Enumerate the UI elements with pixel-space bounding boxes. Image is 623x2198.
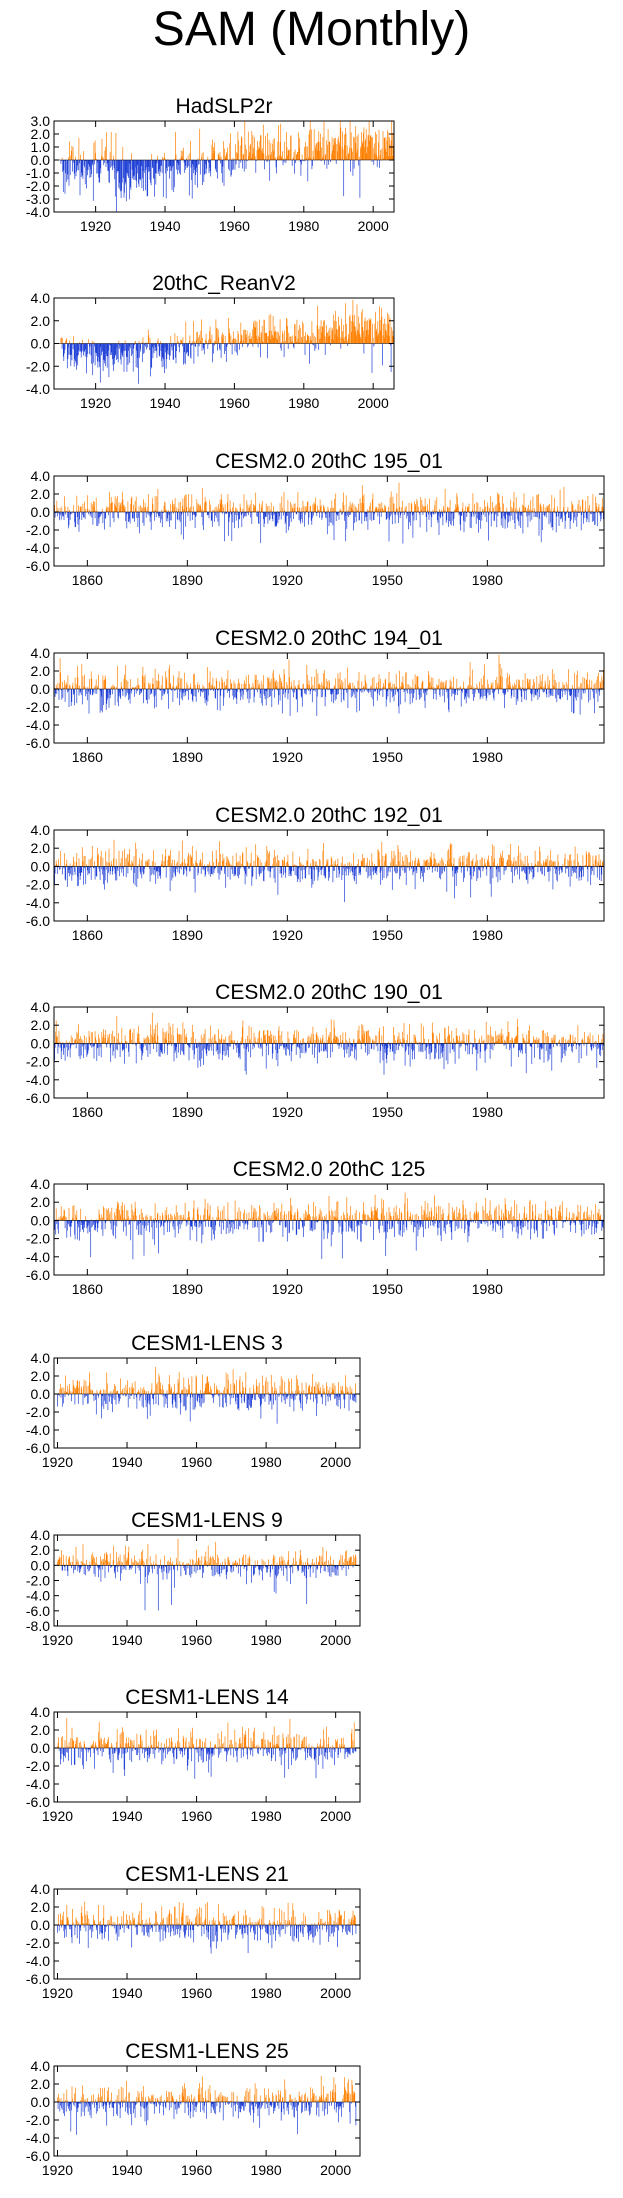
figure-title: SAM (Monthly) [152,3,471,56]
x-tick-label: 1980 [472,749,503,765]
data-bars [53,482,604,544]
x-tick-label: 1940 [149,395,180,411]
y-tick-label: -2.0 [26,522,50,538]
chart-panel-1: HadSLP2r 3.02.01.00.0-1.0-2.0-3.0-4.0 1920… [26,95,395,234]
chart-panel-6: CESM2.0 20thC 190_014.02.00.0-2.0-4.0-6.… [26,981,605,1120]
y-tick-label: -4.0 [26,717,50,733]
y-tick-label: -3.0 [26,191,50,207]
y-tick-label: 2.0 [31,313,51,329]
chart-panel-4: CESM2.0 20thC 194_01 4.0 2.0 0.0 -2.0 -4.0 -6.… [26,627,605,765]
x-tick-label: 1980 [288,218,319,234]
plot-frame [53,652,605,744]
x-tick-label: 1920 [80,395,111,411]
y-tick-label: 0.0 [31,681,51,697]
chart-panel-3: CESM2.0 20thC 195_01 4.0 2.0 0.0 -2.0 -4.0 -6.… [26,450,605,588]
y-tick-label: -2.0 [26,358,50,374]
panel-title: CESM2.0 20thC 190_01 [215,981,443,1004]
chart-panel-2: 20thC_ReanV2 4.0 2.0 0.0 -2.0 -4.0 1920 1940 196… [26,272,395,411]
y-tick-label: -6.0 [26,913,50,929]
data-bars [60,121,394,212]
y-tick-label: -4.0 [26,381,50,397]
data-bars [53,1012,604,1075]
plot-frame [53,120,395,213]
y-tick-label: 0.0 [31,858,51,874]
x-tick-label: 1920 [80,218,111,234]
x-tick-label: 1980 [288,395,319,411]
y-tick-label: 1.0 [31,139,51,155]
panel-title: CESM2.0 20thC 195_01 [215,450,443,473]
x-tick-label: 1860 [72,927,103,943]
y-tick-label: 4.0 [31,290,51,306]
y-tick-label: -2.0 [26,178,50,194]
y-tick-label: 0.0 [31,152,51,168]
y-tick-label: 4.0 [31,822,51,838]
y-tick-label: -6.0 [26,735,50,751]
y-tick-label: 2.0 [31,126,51,142]
x-tick-label: 1950 [372,749,403,765]
x-tick-label: 2000 [358,218,389,234]
y-tick-label: 4.0 [31,468,51,484]
y-tick-label: -6.0 [26,558,50,574]
x-tick-label: 1950 [372,927,403,943]
x-tick-label: 2000 [358,395,389,411]
y-tick-label: -2.0 [26,699,50,715]
y-tick-label: -4.0 [26,895,50,911]
y-tick-label: 0.0 [31,504,51,520]
y-tick-label: 2.0 [31,840,51,856]
x-tick-label: 1940 [149,218,180,234]
x-tick-label: 1890 [172,572,203,588]
x-tick-label: 1960 [219,395,250,411]
x-tick-label: 1960 [219,218,250,234]
y-tick-label: 2.0 [31,486,51,502]
x-tick-label: 1980 [472,927,503,943]
y-tick-label: -2.0 [26,877,50,893]
x-tick-label: 1860 [72,572,103,588]
x-tick-label: 1920 [272,749,303,765]
y-tick-label: -4.0 [26,540,50,556]
y-tick-label: 2.0 [31,663,51,679]
plot-frame [53,829,605,922]
x-tick-label: 1920 [272,572,303,588]
y-tick-label: 3.0 [31,113,51,129]
data-bars [60,299,394,384]
panel-title: 20thC_ReanV2 [152,272,296,295]
y-tick-label: -1.0 [26,165,50,181]
panel-title: CESM2.0 20thC 194_01 [215,627,443,650]
y-tick-label: 0.0 [31,336,51,352]
x-tick-label: 1950 [372,572,403,588]
x-tick-label: 1980 [472,572,503,588]
x-tick-label: 1860 [72,749,103,765]
x-tick-label: 1890 [172,749,203,765]
panel-title: CESM2.0 20thC 192_01 [215,804,443,827]
x-tick-label: 1890 [172,927,203,943]
panel-title: HadSLP2r [176,95,273,118]
data-bars [53,839,604,903]
x-tick-label: 1920 [272,927,303,943]
y-tick-label: 4.0 [31,645,51,661]
plot-frame [53,475,605,567]
chart-panel-5: CESM2.0 20thC 192_01 4.0 2.0 0.0 -2.0 -4.0 -6.… [26,804,605,943]
data-bars [53,654,604,716]
y-tick-label: -4.0 [26,204,50,220]
